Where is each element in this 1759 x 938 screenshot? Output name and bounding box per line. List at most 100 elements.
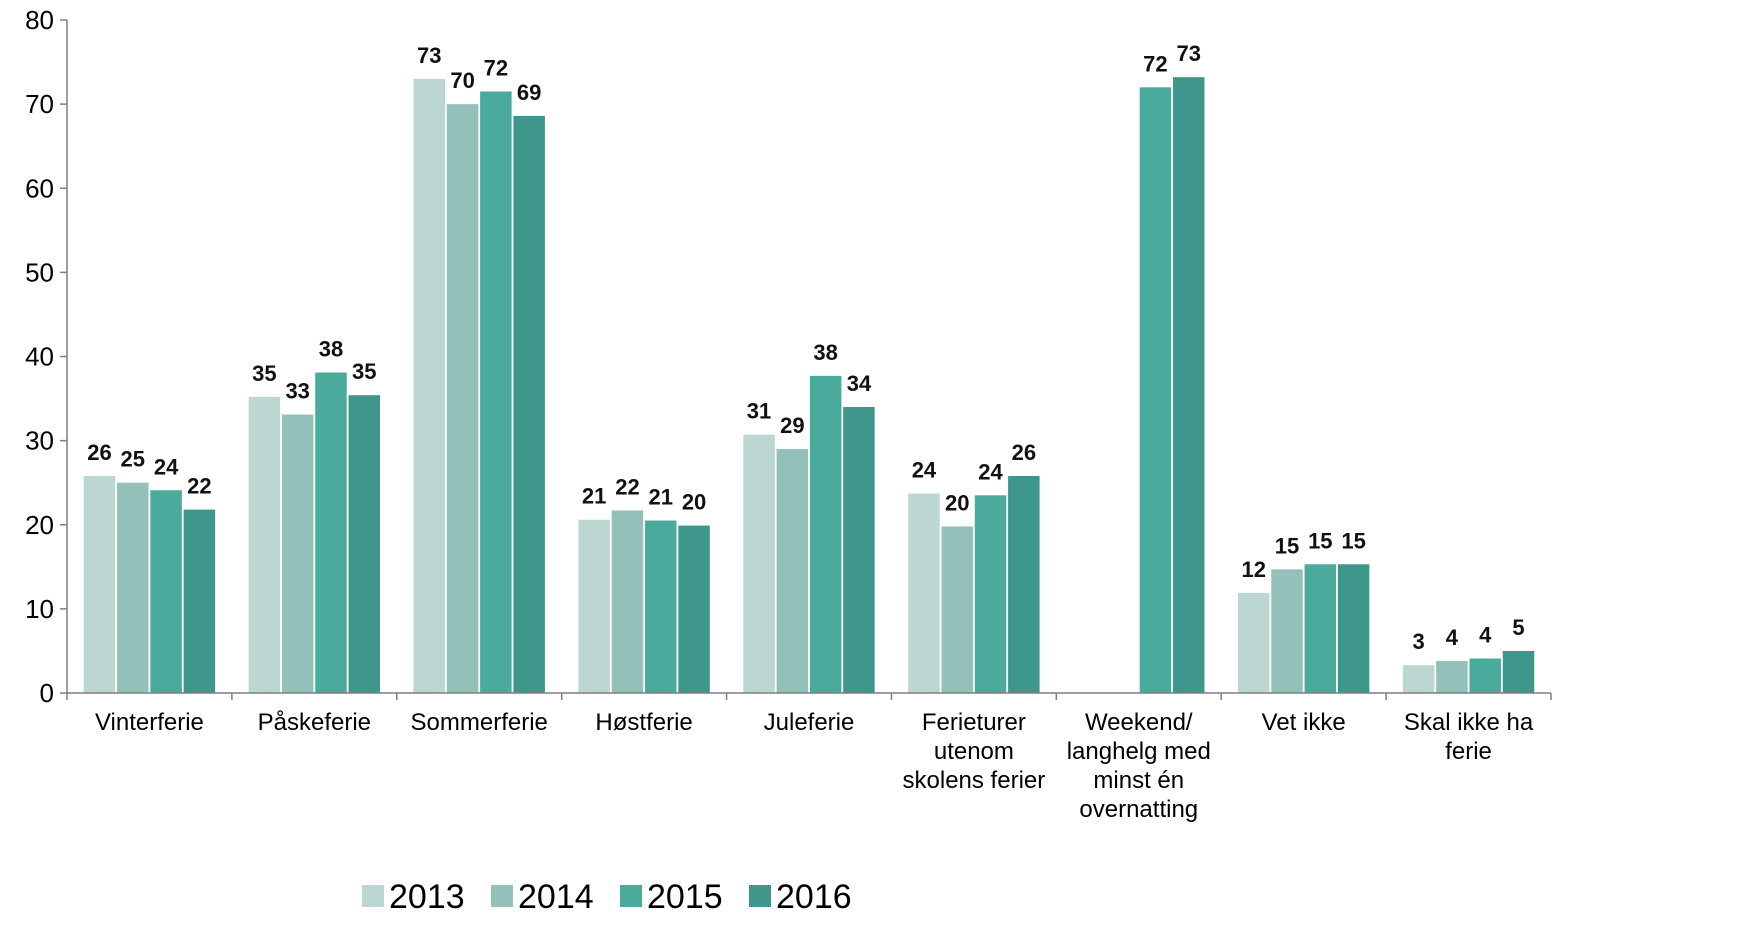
bar-2014: [281, 414, 314, 693]
data-label-2014: 20: [945, 490, 969, 515]
data-label-2016: 73: [1176, 41, 1200, 66]
x-category-label-line: Sommerferie: [411, 709, 548, 736]
data-label-2016: 26: [1012, 440, 1036, 465]
data-label-2016: 15: [1341, 528, 1365, 553]
bar-2016: [843, 406, 875, 693]
data-label-2015: 24: [154, 454, 179, 479]
x-category-label-line: Høstferie: [595, 709, 692, 736]
x-category-label-line: Vet ikke: [1262, 709, 1346, 736]
data-label-2016: 5: [1512, 615, 1524, 640]
y-tick-label: 40: [25, 342, 54, 372]
data-label-2014: 15: [1275, 533, 1299, 558]
bar-2015: [974, 495, 1007, 693]
bar-2016: [1008, 475, 1040, 693]
bar-2014: [776, 449, 809, 693]
bar-2015: [1139, 87, 1172, 694]
legend-swatch-2016: [749, 885, 771, 907]
bar-2015: [480, 91, 512, 694]
legend-swatch-2014: [491, 885, 513, 907]
data-label-2014: 70: [450, 68, 474, 93]
data-labels-group: 26 35 73 21 31 24 12 3 25 33 70 22 29 20 15 4 24 38 72 21 38…: [87, 41, 1524, 654]
legend-label-2014: 2014: [518, 878, 594, 916]
data-label-2013: 35: [252, 361, 276, 386]
data-label-2015: 72: [484, 56, 508, 81]
bar-2015: [1469, 658, 1501, 693]
x-category-label-line: overnatting: [1079, 796, 1198, 823]
x-category-label-line: Skal ikke ha: [1404, 709, 1534, 736]
data-label-2014: 29: [780, 413, 804, 438]
data-label-2013: 12: [1241, 557, 1265, 582]
data-label-2016: 22: [187, 474, 211, 499]
bar-2015: [1304, 564, 1337, 693]
bar-2013: [413, 78, 446, 693]
bar-2014: [117, 482, 149, 693]
bar-2014: [1436, 661, 1468, 693]
y-tick-label: 0: [40, 678, 54, 708]
x-category-label: Sommerferie: [411, 709, 548, 736]
data-label-2015: 24: [978, 459, 1003, 484]
bar-2016: [1337, 564, 1370, 693]
bar-2016: [678, 525, 710, 693]
data-label-2014: 25: [121, 447, 145, 472]
data-label-2013: 31: [747, 399, 771, 424]
bar-2013: [743, 434, 775, 693]
data-label-2015: 38: [813, 340, 837, 365]
x-category-label-line: ferie: [1445, 738, 1492, 765]
bar-2013: [248, 396, 281, 693]
data-label-2016: 69: [517, 80, 541, 105]
y-axis: 0 10 20 30 40 50 60 70 80: [25, 5, 68, 708]
bar-2014: [446, 104, 479, 693]
bar-2013: [1237, 592, 1270, 693]
x-category-label-line: Juleferie: [764, 709, 855, 736]
y-tick-label: 10: [25, 594, 54, 624]
y-tick-label: 70: [25, 89, 54, 119]
bar-2015: [645, 520, 677, 693]
bar-2016: [1172, 77, 1205, 693]
bar-2013: [1402, 665, 1435, 693]
x-category-label: Påskeferie: [258, 709, 371, 736]
legend-label-2016: 2016: [776, 878, 852, 916]
y-tick-label: 80: [25, 5, 54, 35]
data-label-2016: 34: [847, 371, 872, 396]
data-label-2013: 73: [417, 43, 441, 68]
x-category-label: Vet ikke: [1262, 709, 1346, 736]
data-label-2016: 35: [352, 359, 376, 384]
x-category-label-line: Vinterferie: [95, 709, 204, 736]
bar-2015: [315, 372, 347, 693]
y-tick-label: 20: [25, 510, 54, 540]
x-category-label: Weekend/langhelg med minst én overnatting: [1067, 709, 1211, 823]
x-category-label: Høstferie: [595, 709, 692, 736]
bar-2014: [941, 526, 973, 693]
data-label-2013: 24: [912, 458, 937, 483]
x-category-label-line: langhelg med: [1067, 738, 1211, 765]
bar-2015: [809, 375, 842, 693]
x-category-label-line: Påskeferie: [258, 709, 371, 736]
data-label-2014: 4: [1446, 625, 1459, 650]
x-category-label-line: utenom: [934, 738, 1014, 765]
legend-swatch-2015: [620, 885, 642, 907]
bar-2013: [908, 493, 940, 693]
legend-label-2015: 2015: [647, 878, 723, 916]
bar-2014: [1271, 569, 1303, 693]
data-label-2015: 38: [319, 336, 343, 361]
data-label-2015: 72: [1143, 51, 1167, 76]
x-axis: Vinterferie Påskeferie Sommerferie Høstferi…: [66, 692, 1552, 823]
data-label-2015: 4: [1479, 623, 1492, 648]
x-category-label-line: skolens ferier: [903, 767, 1046, 794]
bar-2015: [150, 490, 182, 693]
y-tick-label: 30: [25, 426, 54, 456]
data-label-2015: 15: [1308, 528, 1332, 553]
bar-2013: [83, 475, 116, 693]
bar-2016: [513, 115, 545, 694]
x-category-label-line: Weekend/: [1085, 709, 1193, 736]
bar-2013: [578, 519, 610, 693]
x-category-label: Ferieturer utenom skolens ferier: [903, 709, 1046, 794]
data-label-2013: 21: [582, 484, 606, 509]
bar-2016: [1502, 650, 1535, 693]
data-label-2016: 20: [682, 490, 706, 515]
bar-2016: [348, 395, 381, 693]
legend: 2013 2014 2015 2016: [362, 878, 852, 916]
data-label-2014: 33: [285, 379, 309, 404]
bar-2016: [183, 509, 216, 693]
